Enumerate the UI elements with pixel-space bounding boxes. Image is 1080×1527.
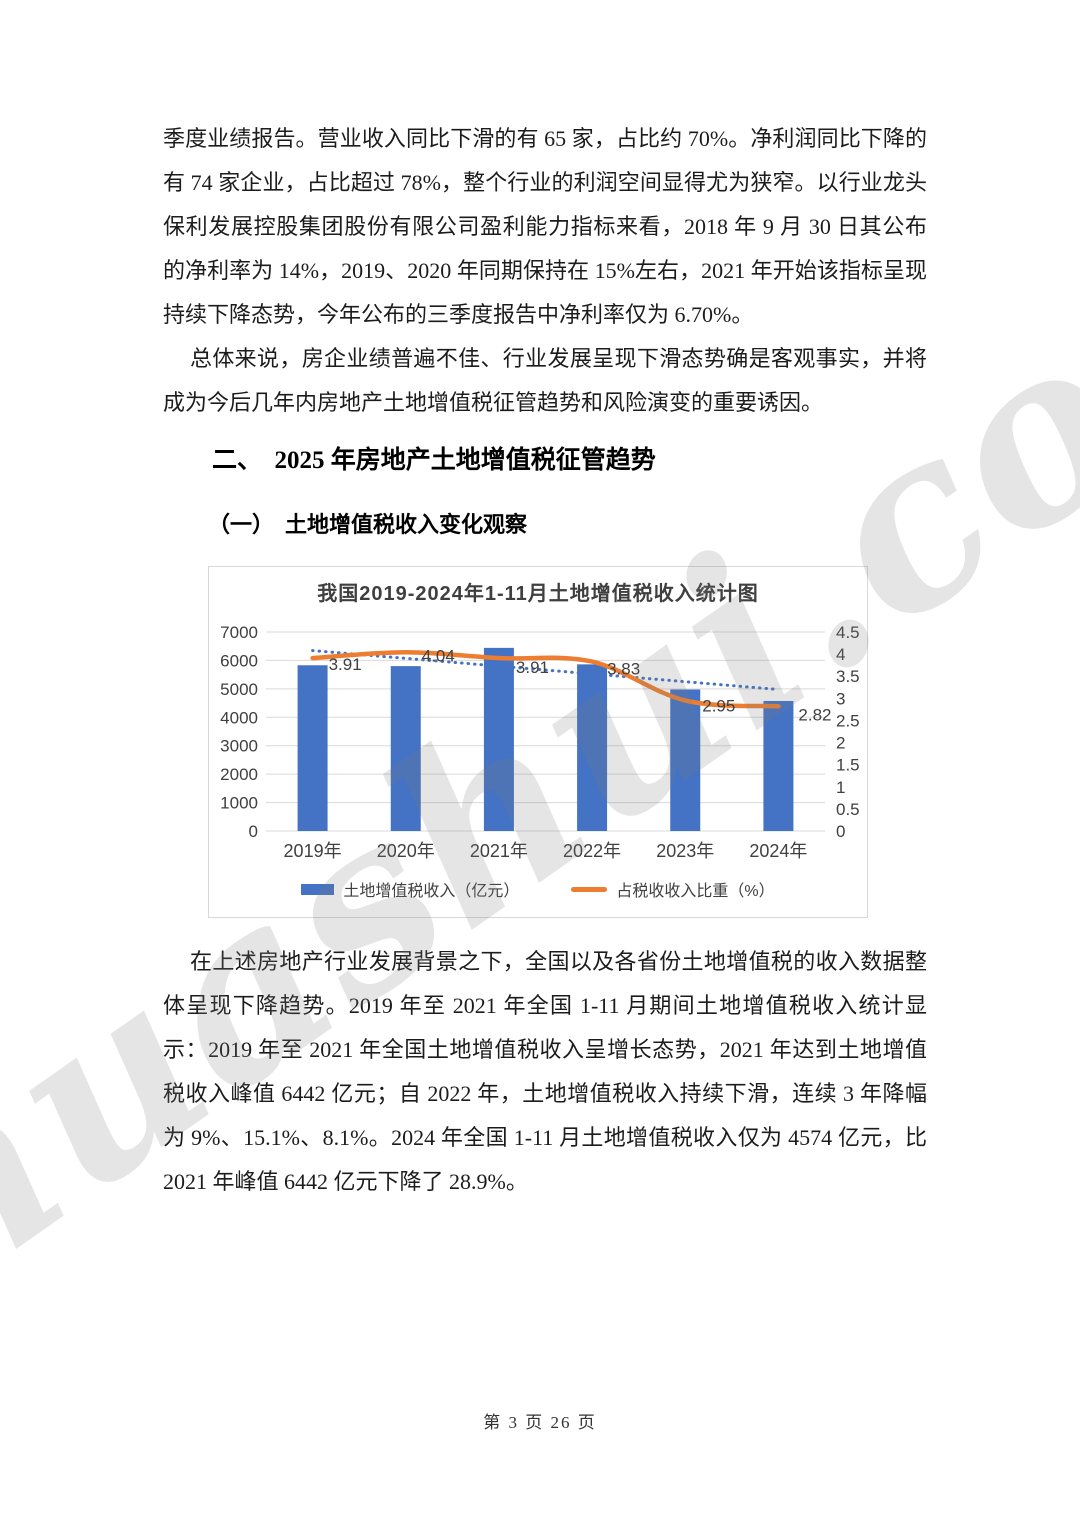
x-axis-label: 2020年	[377, 841, 435, 861]
subsection-heading: （一） 土地增值税收入变化观察	[208, 512, 528, 537]
bar	[390, 666, 421, 831]
chart-legend: 土地增值税收入（亿元） 占税收收入比重（%）	[209, 877, 867, 901]
right-axis-tick: 4.5	[836, 623, 860, 642]
left-axis-tick: 5000	[220, 680, 258, 699]
right-axis-tick: 2	[836, 734, 845, 753]
chart-canvas: 0 1000 2000 3000 4000 5000 6000 7000 0 0.5 1 1.5 2 2.…	[220, 623, 860, 861]
data-label: 3.83	[607, 660, 640, 679]
chart-figure: 我国2019-2024年1-11月土地增值税收入统计图 0 1000 2000 300…	[208, 566, 868, 918]
left-axis-tick: 7000	[220, 623, 258, 642]
ratio-line	[310, 650, 781, 709]
data-label: 3.91	[516, 658, 549, 677]
bar	[297, 665, 328, 831]
bar	[483, 647, 514, 831]
left-axis-tick: 0	[249, 822, 258, 841]
x-axis-label: 2022年	[563, 841, 621, 861]
legend-item: 占税收收入比重（%）	[571, 877, 775, 901]
legend-bar-swatch	[301, 883, 335, 895]
x-axis-label: 2019年	[284, 841, 342, 861]
data-label: 2.82	[798, 705, 831, 724]
page-content: 季度业绩报告。营业收入同比下滑的有 65 家，占比约 70%。净利润同比下降的有…	[163, 126, 927, 1194]
right-axis-tick: 3	[836, 689, 845, 708]
right-axis-tick: 1.5	[836, 756, 860, 775]
legend-label: 土地增值税收入（亿元）	[343, 883, 520, 900]
paragraph-revenue-analysis: 在上述房地产行业发展背景之下，全国以及各省份土地增值税的收入数据整体呈现下降趋势…	[163, 949, 927, 1194]
paragraph-industry-performance: 季度业绩报告。营业收入同比下滑的有 65 家，占比约 70%。净利润同比下降的有…	[163, 126, 927, 327]
legend-label: 占税收收入比重（%）	[616, 883, 775, 900]
data-label: 2.95	[702, 697, 735, 716]
right-axis-tick: 1	[836, 778, 845, 797]
data-label: 4.04	[422, 646, 455, 665]
bar	[763, 700, 794, 831]
left-axis-tick: 2000	[220, 765, 258, 784]
left-axis-tick: 6000	[220, 651, 258, 670]
x-axis-label: 2023年	[656, 841, 714, 861]
data-label: 3.91	[329, 655, 362, 674]
right-axis-tick: 4	[836, 645, 845, 664]
page-footer: 第 3 页 26 页	[483, 1413, 597, 1432]
left-axis-tick: 4000	[220, 708, 258, 727]
left-axis-tick: 1000	[220, 794, 258, 813]
legend-line-swatch	[571, 886, 608, 892]
bar	[670, 689, 701, 831]
right-axis-tick: 0.5	[836, 800, 860, 819]
section-heading: 二、 2025 年房地产土地增值税征管趋势	[212, 447, 656, 474]
paragraph-summary: 总体来说，房企业绩普遍不佳、行业发展呈现下滑态势确是客观事实，并将成为今后几年内…	[163, 346, 927, 415]
trendline	[311, 649, 780, 691]
x-axis-label: 2021年	[470, 841, 528, 861]
x-axis-label: 2024年	[749, 841, 807, 861]
right-axis-tick: 3.5	[836, 667, 860, 686]
right-axis-tick: 0	[836, 822, 845, 841]
right-axis-tick: 2.5	[836, 711, 860, 730]
chart-title: 我国2019-2024年1-11月土地增值税收入统计图	[317, 583, 759, 605]
legend-item: 土地增值税收入（亿元）	[301, 877, 519, 901]
left-axis-tick: 3000	[220, 737, 258, 756]
bar	[577, 664, 608, 831]
